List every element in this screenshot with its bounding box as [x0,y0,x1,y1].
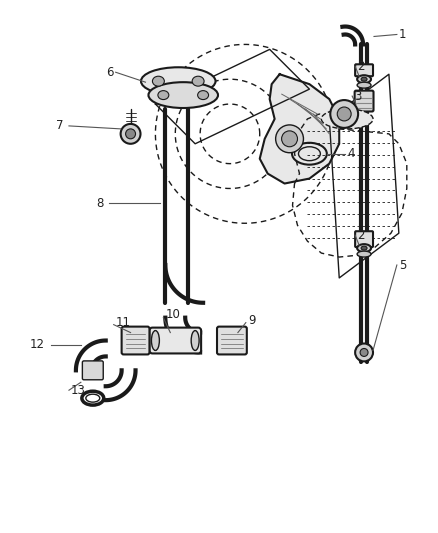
FancyBboxPatch shape [82,361,103,380]
Ellipse shape [152,330,159,351]
Text: 2: 2 [357,229,364,241]
Ellipse shape [148,82,218,108]
Ellipse shape [198,91,208,100]
Ellipse shape [361,77,367,81]
Circle shape [330,100,358,128]
Text: 7: 7 [56,119,64,132]
Text: 13: 13 [71,384,86,397]
Circle shape [276,125,304,153]
Text: 3: 3 [354,90,361,102]
FancyBboxPatch shape [355,64,373,76]
Text: 9: 9 [248,314,255,327]
Circle shape [126,129,135,139]
Ellipse shape [357,251,371,257]
Text: 4: 4 [347,147,355,160]
Ellipse shape [361,246,367,250]
FancyBboxPatch shape [122,327,149,354]
FancyBboxPatch shape [217,327,247,354]
Circle shape [360,349,368,357]
Text: 11: 11 [116,316,131,329]
Ellipse shape [152,76,164,86]
Ellipse shape [191,330,199,351]
Ellipse shape [158,91,169,100]
Circle shape [337,107,351,121]
Ellipse shape [141,67,215,95]
Text: 8: 8 [96,197,103,210]
Text: 12: 12 [29,338,44,351]
Ellipse shape [357,82,371,88]
Text: 2: 2 [357,60,364,73]
Text: 6: 6 [106,66,113,79]
Polygon shape [260,74,339,183]
Ellipse shape [357,244,371,252]
Text: 1: 1 [399,28,406,41]
Ellipse shape [192,76,204,86]
Ellipse shape [357,75,371,83]
Ellipse shape [321,109,373,129]
Circle shape [282,131,297,147]
FancyBboxPatch shape [355,91,374,111]
Text: 5: 5 [399,259,406,271]
FancyBboxPatch shape [149,328,201,353]
FancyBboxPatch shape [355,231,373,247]
Circle shape [120,124,141,144]
Circle shape [355,343,373,361]
Text: 10: 10 [165,308,180,321]
